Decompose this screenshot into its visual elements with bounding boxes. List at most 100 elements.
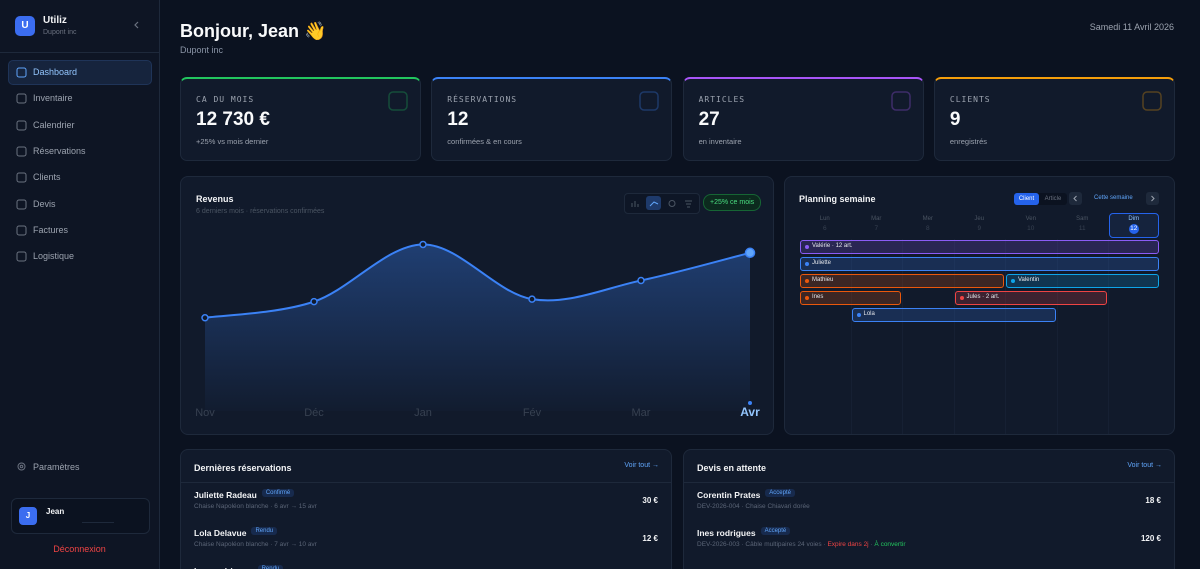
- mode-client[interactable]: Client: [1014, 193, 1039, 205]
- booking-bar[interactable]: Lola: [851, 308, 1056, 322]
- booking-dot: [805, 279, 809, 283]
- view-all-link[interactable]: Voir tout →: [624, 462, 659, 469]
- row-name: Lola Delavue: [194, 528, 247, 538]
- revenue-point: [744, 247, 756, 259]
- page-title: Bonjour, Jean 👋: [180, 21, 327, 41]
- booking-bar[interactable]: Juliette: [800, 257, 1159, 271]
- nav-icon-shape: [16, 93, 27, 104]
- user-card[interactable]: J Jean: [11, 498, 150, 534]
- stat-label: ARTICLES: [698, 95, 746, 104]
- quotes-panel: Devis en attente Voir tout → Corentin Prat…: [683, 449, 1175, 569]
- booking-label: Lola: [863, 311, 875, 317]
- booking-bar[interactable]: Jules · 2 art.: [954, 291, 1107, 305]
- booking-bar[interactable]: Mathieu: [800, 274, 1004, 288]
- stat-icon: [890, 91, 911, 111]
- day-name: Dim: [1128, 216, 1140, 222]
- date: Samedi 11 Avril 2026: [1089, 22, 1174, 32]
- prev-week[interactable]: [1069, 192, 1082, 205]
- stat-card: RÉSERVATIONS 12 confirmées & en cours: [431, 77, 673, 161]
- stat-label: CA DU MOIS: [196, 95, 255, 104]
- stat-card: CLIENTS 9 enregistrés: [933, 77, 1175, 161]
- nav-item[interactable]: Dashboard: [33, 67, 78, 77]
- booking-dot: [1011, 279, 1015, 283]
- user-name: Jean: [46, 507, 65, 516]
- panel-title: Dernières réservations: [194, 463, 292, 473]
- nav-icon: [16, 93, 27, 104]
- revenue-subtitle: 6 derniers mois · réservations confirmée…: [196, 208, 325, 215]
- nav-item[interactable]: Factures: [33, 224, 69, 235]
- day-num: 10: [1027, 225, 1035, 232]
- stat-value: 12: [447, 109, 469, 130]
- stat-note: confirmées & en cours: [447, 137, 522, 146]
- day-num: 11: [1078, 225, 1086, 232]
- stat-icon: [639, 91, 660, 111]
- nav-icon: [16, 251, 27, 262]
- brand: Utiliz: [43, 15, 67, 26]
- revenue-area: [205, 244, 750, 411]
- detail-part: DEV-2026-004 · Chaise Chiavari dorée: [697, 503, 810, 510]
- stat-icon-shape: [639, 91, 660, 111]
- nav-icon-shape: [16, 67, 27, 78]
- view-all-link[interactable]: Voir tout →: [1127, 462, 1162, 469]
- stat-label: RÉSERVATIONS: [447, 95, 518, 104]
- nav-item[interactable]: Logistique: [33, 251, 75, 262]
- detail-part: ·: [868, 541, 875, 548]
- x-tick-label: Jan: [414, 407, 432, 419]
- stat-icon-shape: [890, 91, 911, 111]
- day-name: Jeu: [974, 216, 985, 222]
- stat-icon-shape: [388, 91, 408, 111]
- booking-label: Ines: [812, 294, 824, 300]
- booking-dot: [805, 245, 809, 249]
- nav-item[interactable]: Réservations: [33, 145, 86, 156]
- day-separator: [953, 239, 955, 434]
- panel-title: Devis en attente: [697, 463, 767, 473]
- row-price: 18 €: [1145, 496, 1161, 505]
- stat-card: CA DU MOIS 12 730 € +25% vs mois dernier: [180, 77, 421, 161]
- reservations-panel: Dernières réservations Voir tout → Juliett…: [180, 449, 672, 569]
- x-tick-label: Déc: [304, 407, 324, 419]
- current-week[interactable]: Cette semaine: [1094, 195, 1133, 201]
- logout[interactable]: Déconnexion: [53, 544, 106, 554]
- stat-label: CLIENTS: [949, 95, 991, 104]
- revenue-point: [310, 297, 318, 306]
- stat-note: en inventaire: [698, 137, 742, 146]
- day-separator: [850, 239, 852, 434]
- collapse-button[interactable]: [133, 21, 141, 29]
- stat-card: ARTICLES 27 en inventaire: [682, 77, 924, 161]
- company: Dupont inc: [43, 29, 77, 36]
- status-badge: Confirmé: [261, 489, 295, 497]
- day-name: Ven: [1025, 216, 1036, 222]
- settings-icon: [17, 462, 26, 471]
- mode-article[interactable]: Article: [1044, 196, 1062, 202]
- nav-item[interactable]: Calendrier: [33, 119, 75, 130]
- revenue-point: [419, 240, 427, 249]
- booking-dot: [959, 296, 964, 300]
- booking-bar[interactable]: Ines: [800, 291, 901, 305]
- day-num: 12: [1128, 224, 1139, 234]
- day-name: Mar: [871, 216, 882, 222]
- planning-panel: Planning semaine Client Article Cette se…: [784, 176, 1175, 435]
- booking-bar[interactable]: Valérie · 12 art.: [800, 240, 1159, 254]
- nav-icon: [16, 172, 27, 183]
- x-tick-label: Avr: [740, 405, 760, 419]
- revenue-point: [528, 295, 536, 303]
- row-name: Juliette Radeau: [194, 490, 257, 500]
- detail-part: À convertir: [874, 541, 906, 548]
- nav-item[interactable]: Inventaire: [33, 93, 73, 104]
- active-dot: [748, 401, 752, 405]
- chart-toolbar: [624, 193, 700, 214]
- day-name: Sam: [1076, 216, 1089, 222]
- row-name: Ines rodrigues: [194, 566, 253, 569]
- row-name: Corentin Prates: [697, 490, 761, 500]
- nav-item[interactable]: Clients: [33, 172, 61, 183]
- nav-item[interactable]: Devis: [33, 198, 56, 209]
- booking-dot: [805, 262, 809, 266]
- settings-link[interactable]: Paramètres: [33, 462, 80, 472]
- toolbar-icons[interactable]: [629, 198, 695, 209]
- user-avatar: J: [19, 507, 37, 525]
- next-week[interactable]: [1146, 192, 1159, 205]
- panel-divider: [181, 482, 671, 483]
- booking-bar[interactable]: Valentin: [1006, 274, 1159, 288]
- day-separator: [1056, 239, 1058, 434]
